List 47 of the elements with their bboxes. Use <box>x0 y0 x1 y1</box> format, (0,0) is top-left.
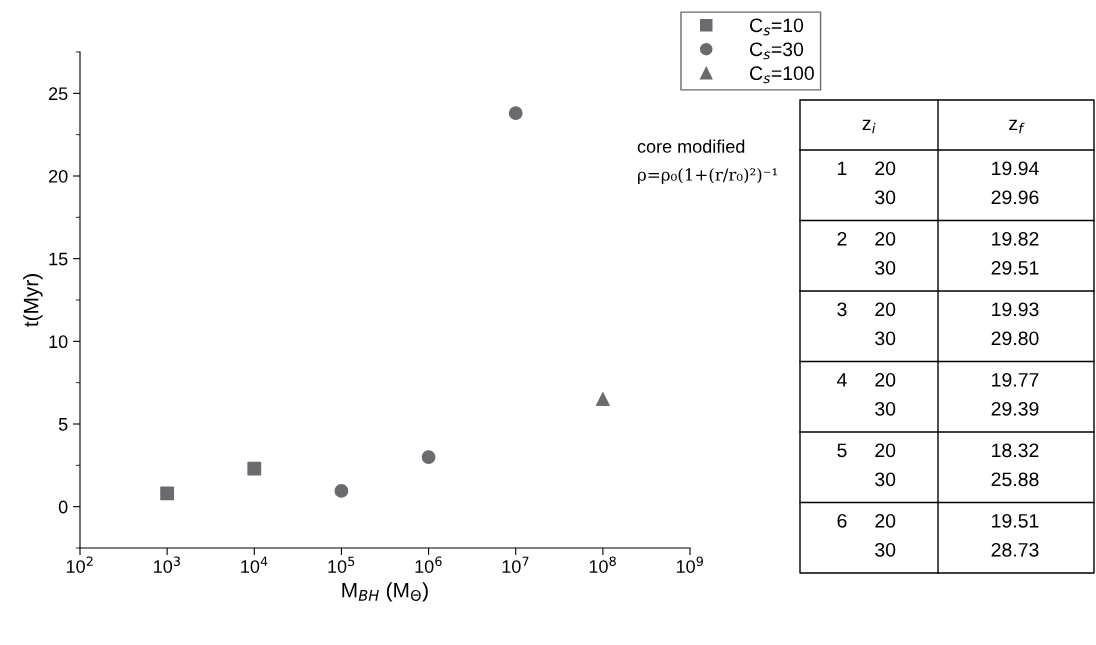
text: 5 20 <box>837 443 896 458</box>
text: 19.51 <box>992 513 1039 528</box>
legend-label: C$_{s}$=100 <box>750 66 814 84</box>
text: 30 <box>875 260 896 275</box>
text: 19.93 <box>992 302 1039 317</box>
text: 30 <box>875 331 896 346</box>
text: 30 <box>875 190 896 205</box>
x-tick-label: 10$^{3}$ <box>154 556 180 573</box>
text: 30 <box>875 472 896 487</box>
text: 1 20 <box>838 161 896 176</box>
text: 6 20 <box>837 513 896 528</box>
text: 28.73 <box>991 542 1039 557</box>
text: 29.51 <box>991 260 1039 275</box>
y-axis-title: t(Myr) <box>23 274 43 327</box>
x-tick-label: 10$^{6}$ <box>415 556 442 573</box>
text: 4 20 <box>837 372 896 387</box>
y-tick-label: 0 <box>58 500 68 514</box>
y-tick-label: 20 <box>49 169 68 183</box>
x-tick-label: 10$^{5}$ <box>328 556 355 573</box>
text: z$_{f}$ <box>1009 119 1025 134</box>
text: 25.88 <box>991 472 1039 487</box>
text: 29.96 <box>991 190 1039 205</box>
y-tick-label: 25 <box>49 87 68 101</box>
text: 19.94 <box>992 161 1039 176</box>
text: 18.32 <box>992 443 1039 458</box>
text: 29.80 <box>991 331 1039 346</box>
text: 19.77 <box>992 372 1039 387</box>
annotation: core modified <box>637 139 745 153</box>
text: 29.39 <box>991 401 1039 416</box>
x-tick-label: 10$^{2}$ <box>66 556 93 573</box>
y-tick-label: 15 <box>49 252 68 266</box>
annotation: ρ=ρ₀(1+(r/r₀)²)⁻¹ <box>638 167 777 185</box>
legend-label: C$_{s}$=30 <box>750 42 804 60</box>
x-tick-label: 10$^{8}$ <box>589 556 616 573</box>
text: 3 20 <box>837 302 896 317</box>
text: 2 20 <box>837 231 896 246</box>
legend-label: C$_{s}$=10 <box>750 18 804 36</box>
text: z$_{i}$ <box>862 119 876 134</box>
x-axis-title: M$_{BH}$ (M$_{Θ}$) <box>342 582 428 602</box>
x-tick-label: 10$^{4}$ <box>241 556 268 573</box>
text: 30 <box>875 401 896 416</box>
x-tick-label: 10$^{9}$ <box>676 556 703 573</box>
text: 19.82 <box>992 231 1039 246</box>
x-tick-label: 10$^{7}$ <box>502 556 529 573</box>
y-tick-label: 5 <box>58 418 68 431</box>
text: 30 <box>875 542 896 557</box>
y-tick-label: 10 <box>49 335 68 349</box>
